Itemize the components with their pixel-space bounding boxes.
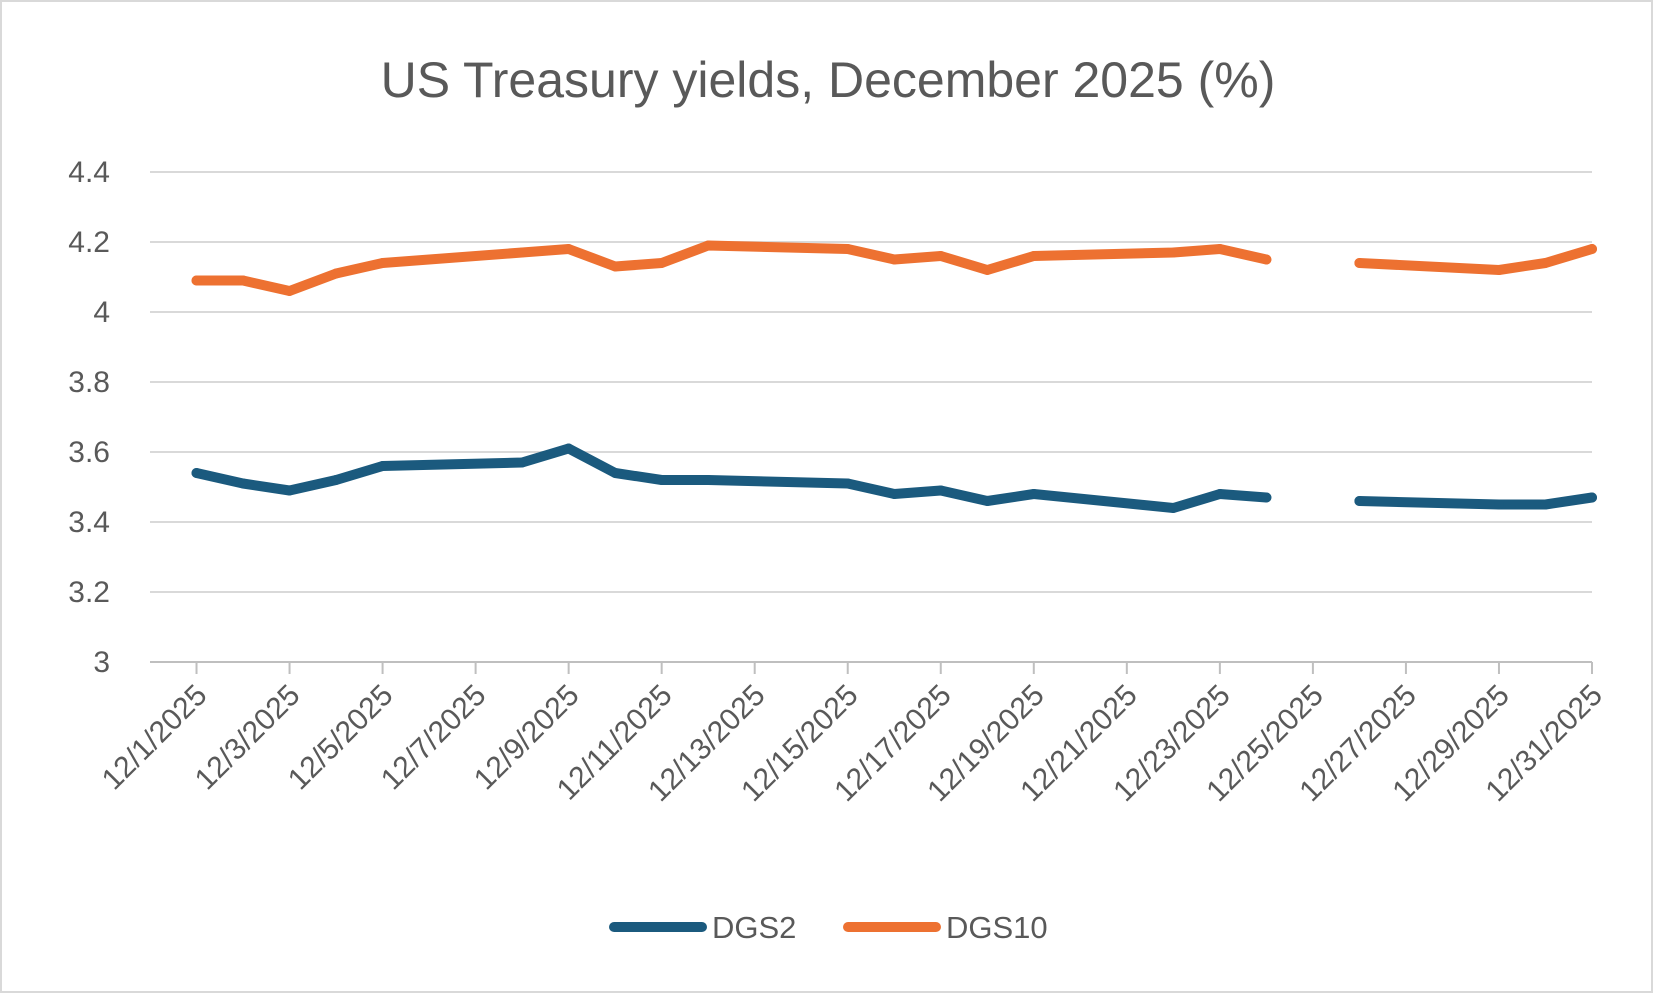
dgs10-point: [889, 254, 900, 265]
dgs2-point: [935, 485, 946, 496]
y-tick-label: 3.4: [68, 506, 110, 539]
dgs10-line-segment: [191, 240, 1272, 296]
series-dgs2: [191, 443, 1597, 513]
dgs10-point: [517, 247, 528, 258]
legend-label: DGS2: [712, 910, 796, 945]
dgs10-point: [1494, 265, 1504, 275]
dgs10-point: [331, 268, 342, 279]
dgs2-point: [610, 468, 621, 478]
dgs2-point: [889, 489, 900, 499]
dgs10-point: [1354, 258, 1365, 268]
dgs2-point: [563, 443, 574, 454]
dgs10-point: [1540, 258, 1551, 268]
y-tick-label: 4.2: [68, 226, 110, 259]
x-axis: 12/1/202512/3/202512/5/202512/7/202512/9…: [96, 662, 1609, 808]
dgs2-point: [656, 475, 667, 485]
dgs2-point: [703, 475, 714, 485]
dgs10-point: [1168, 247, 1179, 258]
dgs10-point: [656, 258, 667, 268]
dgs10-point: [935, 251, 946, 261]
dgs10-point: [238, 275, 248, 286]
dgs2-point: [982, 496, 993, 506]
legend-label: DGS10: [946, 910, 1048, 945]
dgs2-point: [238, 478, 248, 489]
y-tick-label: 4: [93, 296, 110, 329]
dgs10-point: [703, 240, 714, 251]
dgs2-point: [331, 475, 342, 485]
dgs10-point: [610, 261, 621, 272]
dgs10-point: [191, 275, 202, 286]
dgs2-point: [1540, 499, 1551, 510]
dgs10-point: [1028, 251, 1039, 261]
series-lines: [191, 240, 1597, 513]
dgs10-point: [842, 244, 853, 254]
y-tick-label: 3.8: [68, 366, 110, 399]
dgs2-point: [1214, 489, 1225, 499]
y-tick-label: 4.4: [68, 156, 110, 189]
dgs10-point: [1214, 244, 1225, 254]
dgs2-line-segment: [1354, 492, 1597, 510]
dgs10-point: [982, 265, 993, 275]
dgs2-point: [517, 457, 528, 468]
y-axis: 3 3.2 3.4 3.6 3.8 4 4.2 4.4: [68, 156, 110, 679]
dgs10-point: [1587, 244, 1597, 254]
dgs10-point: [563, 244, 574, 254]
dgs10-point: [284, 286, 295, 296]
legend-item-dgs10: DGS10: [843, 910, 1048, 945]
dgs2-point: [377, 461, 388, 471]
y-tick-label: 3.2: [68, 576, 110, 609]
legend: DGS2 DGS10: [609, 910, 1048, 945]
dgs2-point: [1354, 496, 1365, 506]
dgs2-point: [1168, 503, 1179, 513]
legend-item-dgs2: DGS2: [609, 910, 796, 945]
dgs2-point: [842, 478, 853, 489]
dgs2-point: [191, 468, 202, 478]
dgs2-line-segment: [191, 443, 1272, 513]
dgs2-point: [1261, 492, 1272, 503]
gridlines: [150, 171, 1592, 663]
dgs2-point: [1587, 492, 1597, 503]
chart-title: US Treasury yields, December 2025 (%): [381, 52, 1276, 108]
dgs2-point: [284, 485, 295, 496]
y-tick-label: 3.6: [68, 436, 110, 469]
dgs10-point: [1261, 254, 1272, 265]
series-dgs10: [191, 240, 1597, 296]
dgs2-point: [1028, 489, 1039, 499]
y-tick-label: 3: [93, 646, 110, 679]
dgs10-line-segment: [1354, 244, 1597, 275]
dgs10-point: [377, 258, 388, 268]
dgs2-point: [1494, 499, 1504, 510]
